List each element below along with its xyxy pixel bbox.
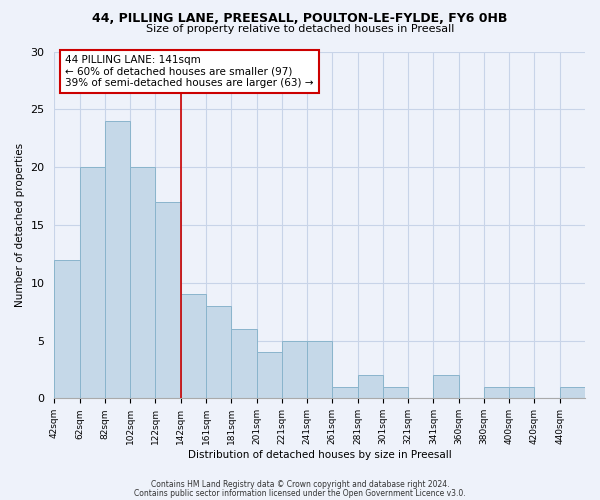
Bar <box>130 167 155 398</box>
Bar <box>282 340 307 398</box>
Bar <box>358 375 383 398</box>
Bar <box>332 387 358 398</box>
Text: Size of property relative to detached houses in Preesall: Size of property relative to detached ho… <box>146 24 454 34</box>
X-axis label: Distribution of detached houses by size in Preesall: Distribution of detached houses by size … <box>188 450 452 460</box>
Bar <box>55 260 80 398</box>
Bar <box>484 387 509 398</box>
Bar <box>206 306 231 398</box>
Bar <box>560 387 585 398</box>
Bar <box>509 387 535 398</box>
Bar <box>257 352 282 399</box>
Bar <box>383 387 408 398</box>
Text: Contains public sector information licensed under the Open Government Licence v3: Contains public sector information licen… <box>134 488 466 498</box>
Text: Contains HM Land Registry data © Crown copyright and database right 2024.: Contains HM Land Registry data © Crown c… <box>151 480 449 489</box>
Bar <box>433 375 458 398</box>
Text: 44 PILLING LANE: 141sqm
← 60% of detached houses are smaller (97)
39% of semi-de: 44 PILLING LANE: 141sqm ← 60% of detache… <box>65 55 314 88</box>
Bar <box>80 167 105 398</box>
Bar <box>307 340 332 398</box>
Y-axis label: Number of detached properties: Number of detached properties <box>15 143 25 307</box>
Text: 44, PILLING LANE, PREESALL, POULTON-LE-FYLDE, FY6 0HB: 44, PILLING LANE, PREESALL, POULTON-LE-F… <box>92 12 508 26</box>
Bar <box>181 294 206 399</box>
Bar <box>155 202 181 398</box>
Bar <box>105 121 130 398</box>
Bar <box>231 329 257 398</box>
